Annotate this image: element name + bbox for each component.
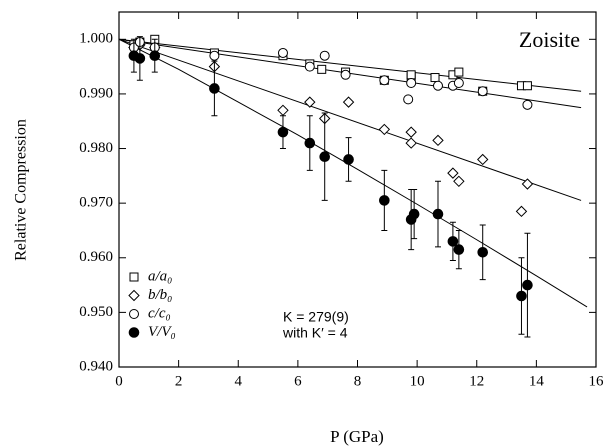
marker-circle (403, 94, 414, 105)
marker-circle (304, 61, 315, 72)
legend-label: c/c₀ (148, 305, 171, 321)
x-tick-label: 10 (410, 373, 425, 389)
marker-diamond (405, 126, 417, 138)
marker-filled (343, 154, 354, 165)
marker-diamond (432, 134, 444, 147)
fit-line (118, 38, 588, 308)
marker-filled (447, 236, 459, 247)
x-tick-label: 12 (469, 373, 484, 389)
marker-square (522, 81, 532, 91)
legend-label: V/V₀ (148, 324, 176, 340)
marker-circle (209, 50, 220, 61)
marker-diamond (378, 123, 391, 136)
legend-label: a/a₀ (148, 268, 172, 284)
marker-circle (340, 69, 351, 80)
fit-line (118, 38, 582, 92)
marker-filled (134, 53, 146, 64)
marker-diamond (277, 104, 289, 117)
legend-label: b/b₀ (148, 287, 172, 303)
marker-diamond (521, 178, 534, 190)
marker-diamond (453, 175, 465, 188)
marker-circle (432, 80, 443, 91)
x-tick-label: 6 (294, 373, 302, 389)
marker-diamond (342, 96, 355, 108)
y-tick-label: 0.940 (79, 358, 113, 374)
marker-filled (522, 279, 533, 291)
marker-filled (516, 290, 527, 302)
y-axis-label: Relative Compression (13, 119, 30, 261)
marker-circle (477, 86, 488, 97)
marker-square (129, 272, 139, 282)
plot-frame (118, 11, 597, 368)
y-tick-label: 0.970 (79, 195, 113, 211)
marker-circle (522, 99, 533, 110)
marker-circle (453, 78, 464, 88)
marker-diamond (477, 153, 489, 166)
marker-filled (453, 244, 465, 255)
marker-filled (379, 195, 390, 206)
annotation: K = 279(9) (283, 309, 349, 325)
marker-filled (432, 208, 444, 220)
y-tick-label: 0.960 (79, 249, 113, 265)
x-tick-label: 4 (235, 373, 243, 389)
chart-title: Zoisite (519, 27, 580, 52)
marker-diamond (405, 137, 417, 149)
marker-square (454, 67, 464, 77)
x-tick-label: 0 (115, 373, 123, 389)
x-tick-label: 16 (589, 373, 605, 389)
y-tick-label: 1.000 (79, 31, 113, 47)
marker-filled (209, 83, 220, 94)
marker-filled (277, 126, 289, 138)
fit-line (118, 38, 582, 201)
marker-circle (406, 78, 417, 88)
marker-diamond (304, 96, 316, 108)
marker-filled (477, 247, 489, 258)
marker-diamond (447, 167, 459, 179)
annotation: with K′ = 4 (282, 325, 348, 341)
marker-square (317, 64, 327, 74)
y-tick-label: 0.980 (79, 140, 113, 156)
x-tick-label: 2 (175, 373, 183, 389)
marker-filled (149, 50, 161, 61)
marker-filled (304, 137, 316, 149)
marker-square (406, 70, 416, 80)
marker-filled (319, 151, 331, 163)
marker-diamond (515, 205, 528, 218)
marker-circle (379, 75, 390, 86)
x-tick-label: 14 (529, 373, 545, 389)
x-tick-label: 8 (354, 373, 362, 389)
y-tick-label: 0.990 (79, 85, 113, 101)
marker-circle (319, 50, 330, 61)
marker-filled (408, 208, 420, 220)
marker-diamond (128, 289, 140, 302)
marker-circle (129, 309, 139, 319)
y-tick-label: 0.950 (79, 304, 113, 320)
marker-filled (128, 327, 140, 338)
marker-circle (277, 47, 288, 58)
marker-square (430, 73, 440, 83)
x-axis-label: P (GPa) (330, 427, 384, 446)
